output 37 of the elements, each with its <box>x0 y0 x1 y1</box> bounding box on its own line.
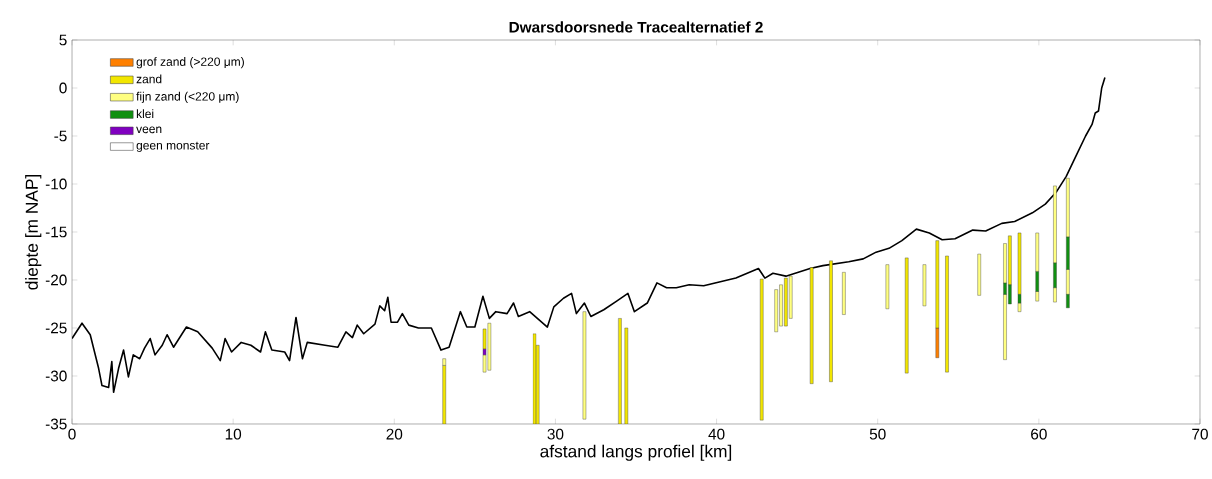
y-tick-label: -15 <box>45 226 67 238</box>
x-tick-label: 60 <box>1031 428 1047 440</box>
x-tick-label: 10 <box>225 428 242 440</box>
bar <box>842 272 846 315</box>
x-tick-label: 0 <box>68 428 76 440</box>
legend-label: geen monster <box>136 141 210 153</box>
chart-title: Dwarsdoorsnede Tracealternatief 2 <box>509 21 763 33</box>
bar <box>904 257 909 374</box>
bar <box>922 264 927 307</box>
legend-label: veen <box>136 126 162 134</box>
x-axis-title: afstand langs profiel [km] <box>540 444 732 462</box>
bar <box>582 311 587 420</box>
legend-label: grof zand (>220 μm) <box>136 57 244 69</box>
bar <box>759 279 764 421</box>
x-tick-label: 30 <box>547 428 564 440</box>
y-tick-label: -25 <box>45 322 67 334</box>
y-tick-label: -10 <box>45 178 67 190</box>
bar <box>829 260 833 383</box>
x-tick-label: 50 <box>869 428 886 440</box>
bar <box>885 264 890 310</box>
x-tick-label: 40 <box>708 428 725 440</box>
y-tick-label: -30 <box>45 370 67 382</box>
x-tick-label: 70 <box>1192 428 1208 440</box>
y-tick-label: 5 <box>59 34 67 46</box>
bar <box>945 255 949 373</box>
y-axis-title: diepte [m NAP] <box>25 175 42 290</box>
bar <box>977 254 981 296</box>
bar <box>809 267 814 385</box>
legend-label: klei <box>136 109 154 119</box>
y-tick-label: -35 <box>45 418 67 430</box>
legend-label: zand <box>136 74 162 84</box>
legend-label: fijn zand (<220 μm) <box>136 92 239 104</box>
x-tick-label: 20 <box>386 428 403 440</box>
y-tick-label: -20 <box>45 274 67 286</box>
y-tick-label: -5 <box>54 130 67 142</box>
line-series <box>72 76 1106 394</box>
y-tick-label: 0 <box>59 82 67 94</box>
